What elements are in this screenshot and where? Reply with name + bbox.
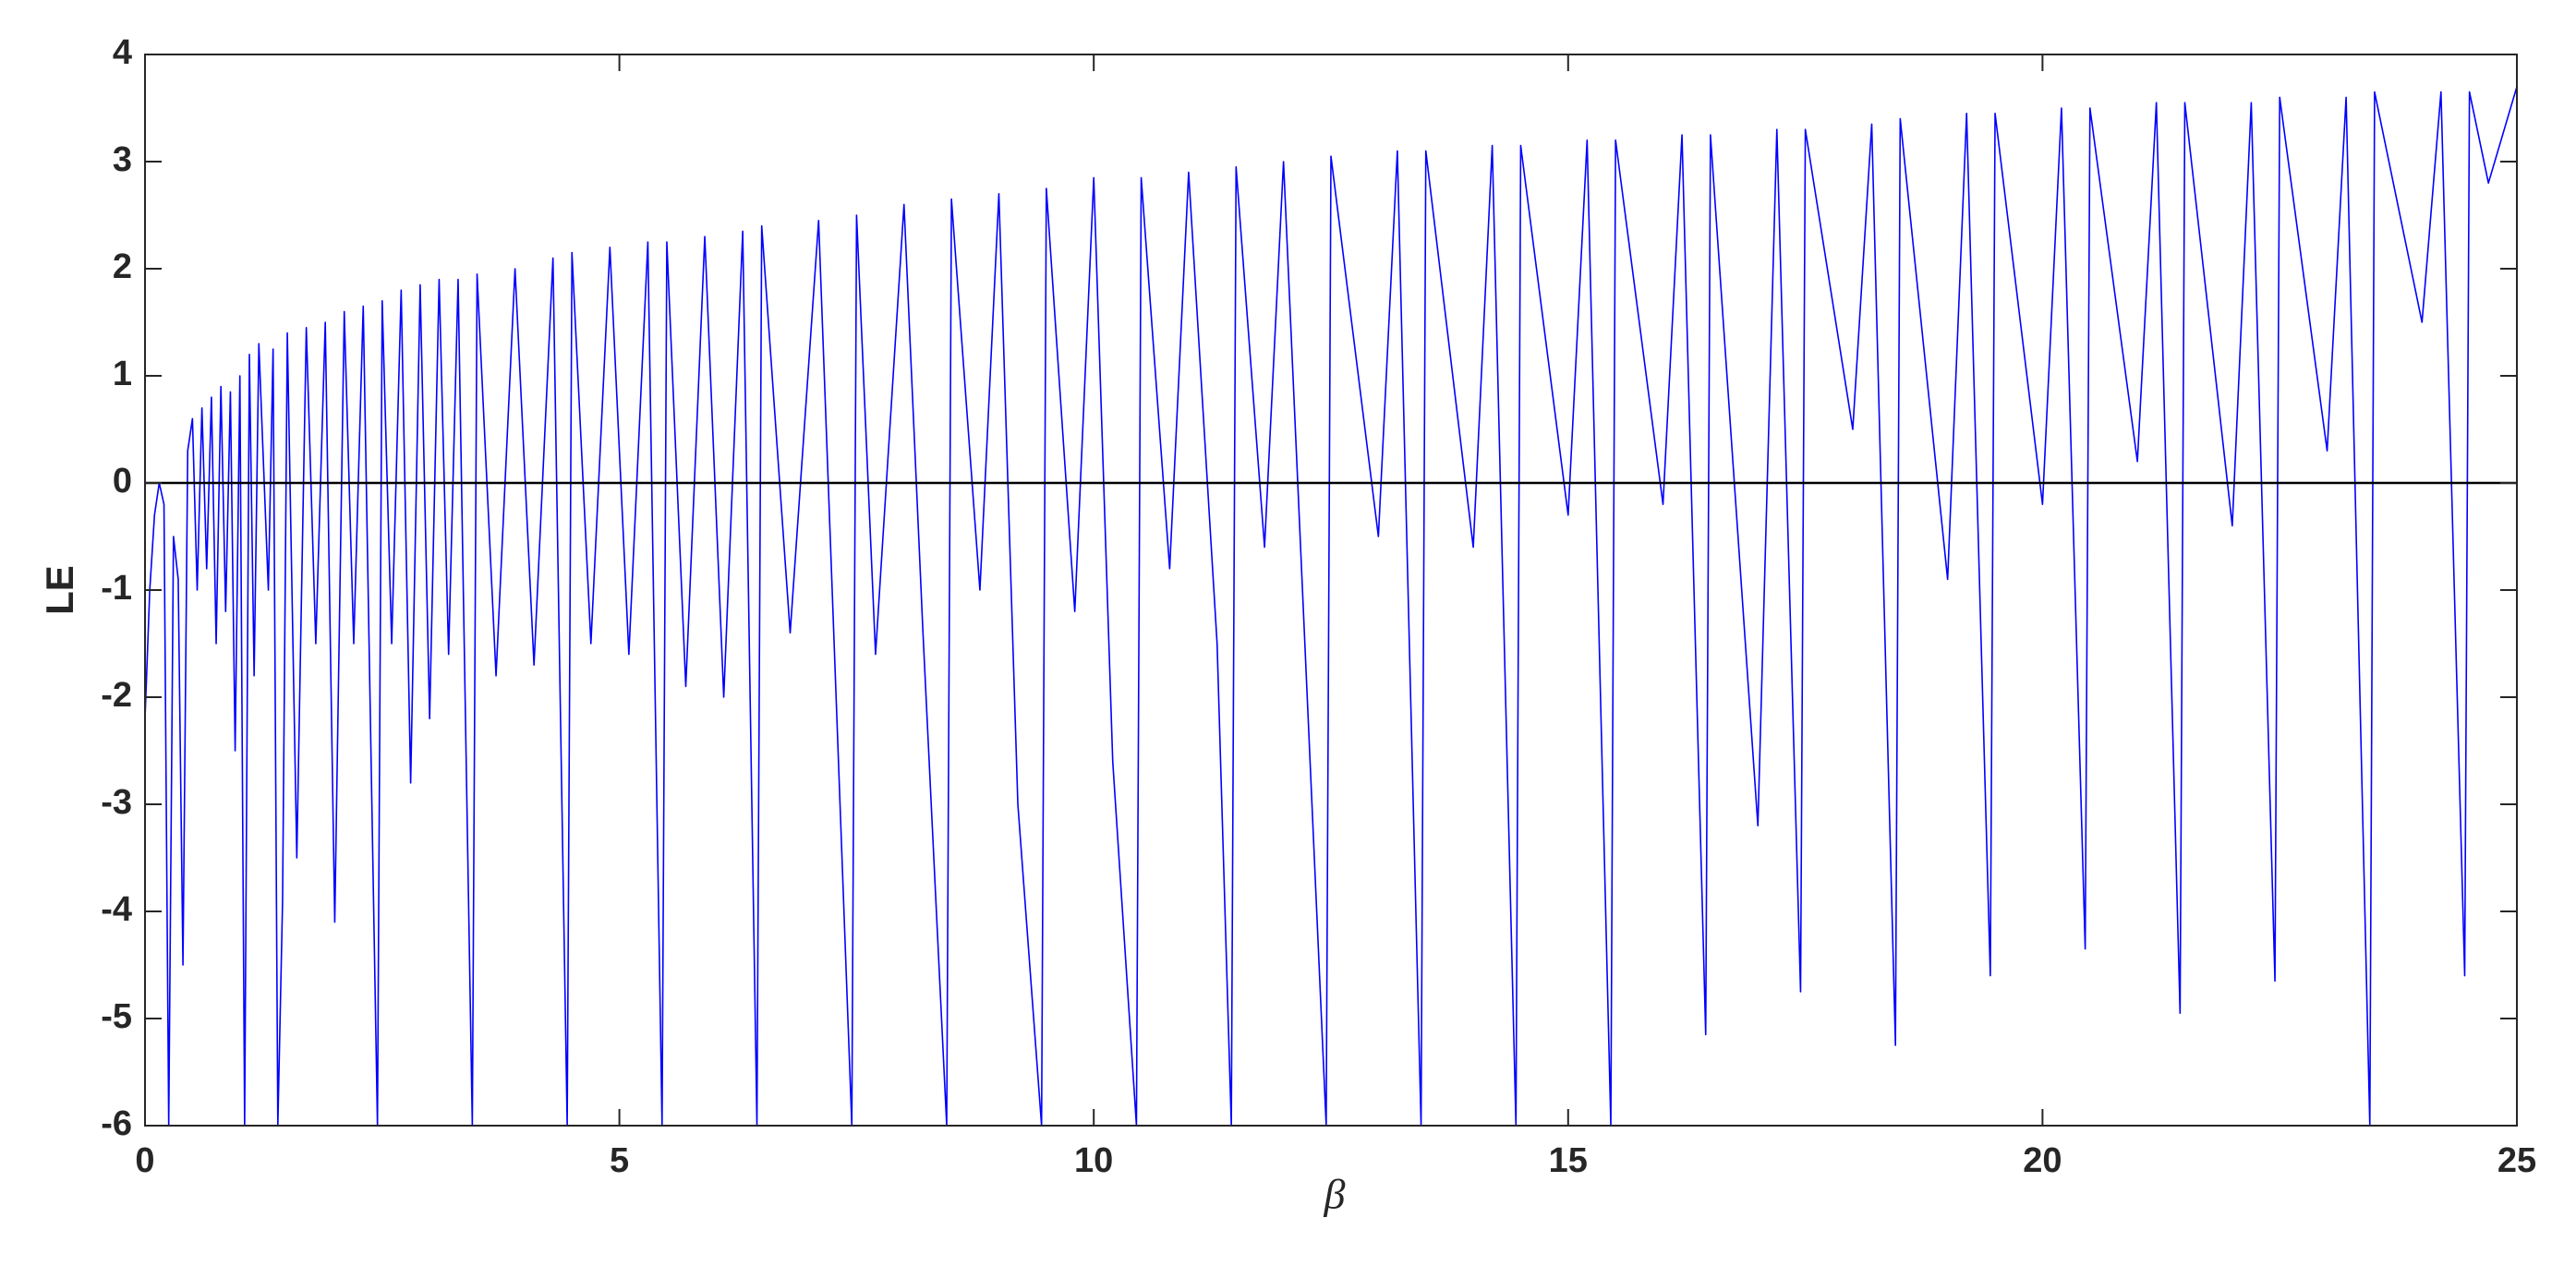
x-tick-label: 15 (1549, 1141, 1588, 1180)
y-tick-label: 2 (113, 247, 132, 286)
y-tick-label: -2 (101, 676, 132, 715)
y-tick-label: 1 (113, 355, 132, 393)
y-axis-label: LE (38, 565, 81, 615)
data-line (145, 86, 2517, 1126)
y-tick-label: 4 (113, 33, 132, 72)
x-tick-label: 0 (135, 1141, 154, 1180)
plot-area (145, 86, 2517, 1126)
x-tick-label: 5 (610, 1141, 629, 1180)
y-tick-label: 3 (113, 140, 132, 179)
plot-frame (144, 54, 2518, 1127)
x-axis-label: β (1324, 1171, 1346, 1218)
y-tick-label: -4 (101, 890, 132, 929)
y-tick-label: -3 (101, 783, 132, 822)
y-tick-label: -5 (101, 997, 132, 1036)
x-tick-label: 20 (2023, 1141, 2062, 1180)
x-tick-label: 25 (2497, 1141, 2536, 1180)
x-tick-label: 10 (1074, 1141, 1113, 1180)
y-tick-label: 0 (113, 462, 132, 500)
y-tick-label: -6 (101, 1104, 132, 1143)
y-tick-label: -1 (101, 569, 132, 608)
